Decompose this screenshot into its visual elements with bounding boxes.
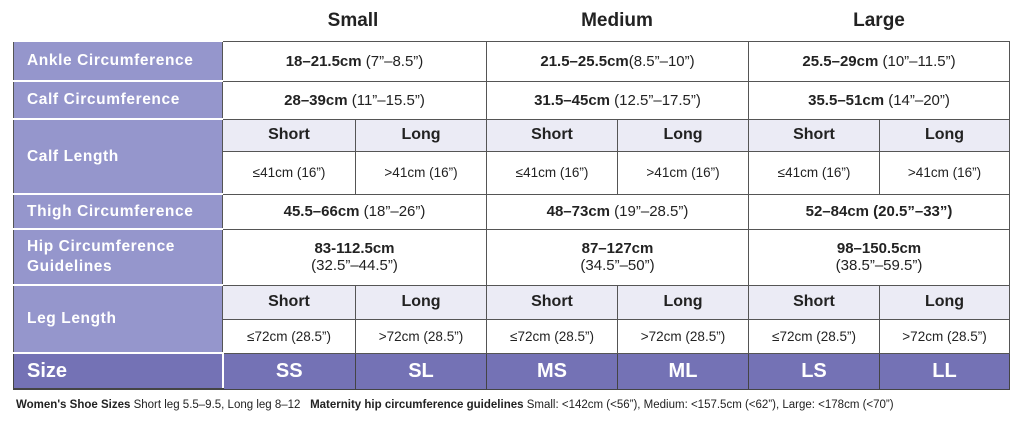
header-large: Large	[853, 10, 905, 31]
maternity-text: Small: <142cm (<56”), Medium: <157.5cm (…	[523, 399, 894, 411]
size-code: LL	[878, 352, 1011, 390]
calf-length-value: >41cm (16”)	[355, 150, 487, 195]
calf-length-sub: Short	[486, 118, 618, 152]
calf-length-sub: Long	[617, 118, 749, 152]
calf-small: 28–39cm (11”–15.5”)	[222, 80, 487, 120]
label-calf-length: Calf Length	[13, 118, 223, 195]
label-leg-length: Leg Length	[13, 284, 223, 354]
leg-length-value: ≤72cm (28.5”)	[486, 318, 618, 354]
leg-length-value: >72cm (28.5”)	[878, 318, 1011, 354]
row-size: Size SS SL MS ML LS LL	[13, 352, 1011, 390]
leg-length-value: >72cm (28.5”)	[617, 318, 749, 354]
leg-length-value: ≤72cm (28.5”)	[748, 318, 880, 354]
label-size: Size	[13, 352, 224, 390]
calf-length-value: ≤41cm (16”)	[486, 150, 618, 195]
row-calf-length-sub: Calf Length Short Long Short Long Short …	[13, 118, 1011, 195]
hip-small: 83-112.5cm (32.5”–44.5”)	[222, 228, 487, 286]
ankle-large: 25.5–29cm (10”–11.5”)	[747, 40, 1011, 82]
calf-large: 35.5–51cm (14”–20”)	[747, 80, 1011, 120]
calf-medium: 31.5–45cm (12.5”–17.5”)	[486, 80, 749, 120]
size-code: ML	[617, 352, 749, 390]
row-leg-length-sub: Leg Length Short Long Short Long Short L…	[13, 284, 1011, 354]
calf-length-value: ≤41cm (16”)	[748, 150, 880, 195]
row-calf: Calf Circumference 28–39cm (11”–15.5”) 3…	[13, 80, 1011, 120]
label-thigh: Thigh Circumference	[13, 193, 223, 230]
maternity-title: Maternity hip circumference guidelines	[310, 399, 524, 411]
size-code: SS	[222, 352, 356, 390]
thigh-small: 45.5–66cm (18”–26”)	[222, 193, 487, 230]
size-chart-table: Ankle Circumference 18–21.5cm (7”–8.5”) …	[13, 40, 1011, 390]
thigh-medium: 48–73cm (19”–28.5”)	[486, 193, 749, 230]
shoe-sizes-text: Short leg 5.5–9.5, Long leg 8–12	[130, 399, 301, 411]
row-calf-length-values: ≤41cm (16”) >41cm (16”) ≤41cm (16”) >41c…	[14, 150, 1011, 195]
hip-medium: 87–127cm (34.5”–50”)	[486, 228, 749, 286]
thigh-large: 52–84cm (20.5”–33”)	[747, 193, 1011, 230]
calf-length-sub: Short	[222, 118, 356, 152]
leg-length-sub: Short	[486, 284, 618, 320]
leg-length-value: ≤72cm (28.5”)	[222, 318, 356, 354]
leg-length-sub: Long	[355, 284, 487, 320]
header-small: Small	[327, 10, 379, 31]
row-leg-length-values: ≤72cm (28.5”) >72cm (28.5”) ≤72cm (28.5”…	[14, 318, 1011, 354]
calf-length-sub: Short	[748, 118, 880, 152]
calf-length-sub: Long	[355, 118, 487, 152]
leg-length-sub: Short	[222, 284, 356, 320]
hip-large: 98–150.5cm (38.5”–59.5”)	[747, 228, 1011, 286]
calf-length-value: >41cm (16”)	[617, 150, 749, 195]
calf-length-sub: Long	[878, 118, 1011, 152]
shoe-sizes-title: Women's Shoe Sizes	[16, 399, 131, 411]
ankle-small: 18–21.5cm (7”–8.5”)	[222, 40, 487, 82]
leg-length-sub: Short	[748, 284, 880, 320]
footer-note: Women's Shoe Sizes Short leg 5.5–9.5, Lo…	[16, 399, 894, 411]
leg-length-value: >72cm (28.5”)	[355, 318, 487, 354]
label-ankle: Ankle Circumference	[13, 40, 223, 82]
calf-length-value: >41cm (16”)	[878, 150, 1011, 195]
calf-length-value: ≤41cm (16”)	[222, 150, 356, 195]
ankle-medium: 21.5–25.5cm(8.5”–10”)	[486, 40, 749, 82]
leg-length-sub: Long	[878, 284, 1011, 320]
label-calf: Calf Circumference	[13, 80, 223, 120]
leg-length-sub: Long	[617, 284, 749, 320]
size-code: LS	[748, 352, 880, 390]
row-ankle: Ankle Circumference 18–21.5cm (7”–8.5”) …	[13, 40, 1011, 82]
size-code: MS	[486, 352, 618, 390]
row-hip: Hip Circumference Guidelines 83-112.5cm(…	[13, 228, 1011, 286]
row-thigh: Thigh Circumference 45.5–66cm (18”–26”) …	[13, 193, 1011, 230]
size-code: SL	[355, 352, 487, 390]
header-medium: Medium	[581, 10, 653, 31]
label-hip: Hip Circumference Guidelines	[13, 228, 223, 286]
